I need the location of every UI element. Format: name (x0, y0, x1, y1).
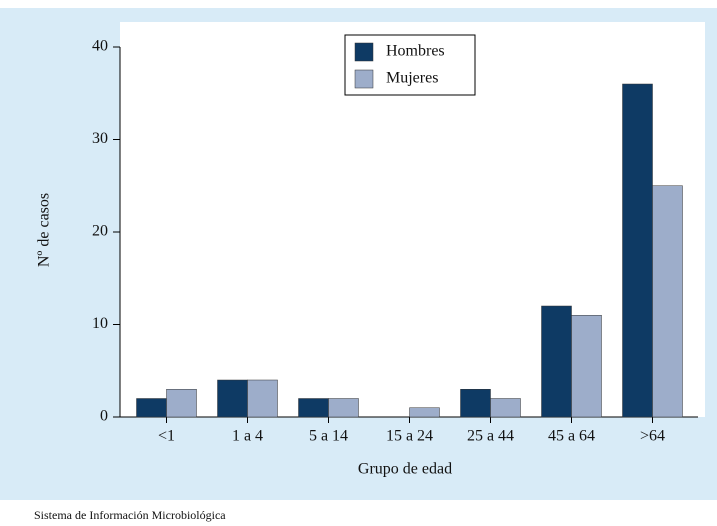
y-tick-label: 0 (100, 408, 108, 425)
x-axis-label: Grupo de edad (358, 461, 452, 478)
bar (652, 185, 683, 418)
x-tick-label: 25 a 44 (467, 428, 514, 445)
y-tick-label: 40 (92, 38, 108, 55)
bar (298, 398, 329, 418)
legend-label: Mujeres (386, 70, 438, 87)
legend-label: Hombres (386, 43, 445, 60)
x-tick-label: 5 a 14 (309, 428, 348, 445)
bar (217, 379, 248, 418)
y-tick-label: 30 (92, 130, 108, 147)
bar (460, 389, 491, 418)
x-tick-label: 45 a 64 (548, 428, 595, 445)
x-tick-label: 15 a 24 (386, 428, 433, 445)
y-tick-label: 10 (92, 315, 108, 332)
source-note: Sistema de Información Microbiológica (34, 508, 226, 522)
legend-swatch (354, 69, 374, 89)
bar (247, 379, 278, 418)
bar (166, 389, 197, 418)
bar (622, 83, 653, 418)
bar (409, 407, 440, 418)
bar (136, 398, 167, 418)
y-tick-label: 20 (92, 223, 108, 240)
x-tick-label: <1 (158, 428, 175, 445)
y-axis-label: Nº de casos (36, 193, 53, 267)
bar (571, 315, 602, 418)
legend-swatch (354, 42, 374, 62)
bar (541, 305, 572, 418)
bar (328, 398, 359, 418)
x-tick-label: >64 (640, 428, 665, 445)
bar (490, 398, 521, 418)
x-tick-label: 1 a 4 (232, 428, 263, 445)
